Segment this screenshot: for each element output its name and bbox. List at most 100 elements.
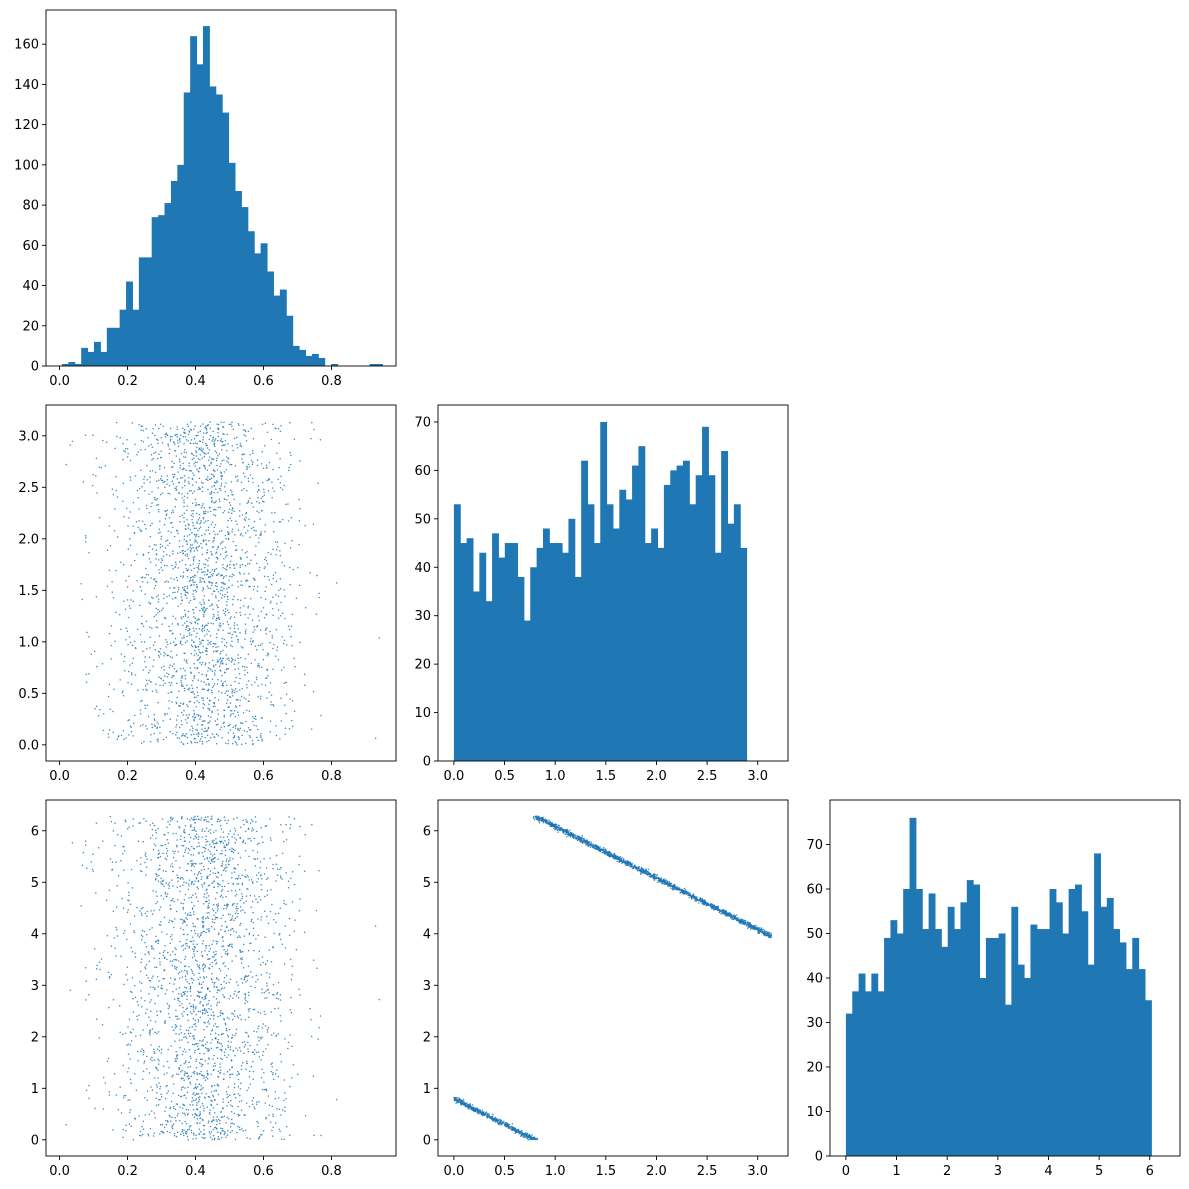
scatter-point (177, 442, 179, 444)
scatter-point (209, 510, 212, 513)
scatter-point (280, 697, 282, 699)
scatter-point (215, 646, 217, 649)
scatter-point (145, 820, 147, 822)
scatter-point (181, 643, 183, 646)
scatter-point (220, 530, 223, 532)
scatter-point (152, 848, 155, 851)
scatter-point (253, 895, 256, 897)
scatter-point (234, 837, 236, 839)
scatter-point (211, 855, 214, 857)
scatter-point (187, 1029, 190, 1032)
scatter-point (136, 628, 139, 631)
scatter-point (169, 522, 172, 524)
scatter-point (172, 615, 174, 618)
scatter-point (276, 991, 279, 994)
scatter-point (158, 572, 161, 574)
scatter-point (256, 664, 259, 667)
scatter-point (175, 489, 177, 491)
scatter-point (239, 951, 242, 953)
scatter-point (163, 1126, 166, 1129)
scatter-point (237, 877, 239, 879)
scatter-point (236, 475, 239, 477)
scatter-point (207, 726, 210, 729)
scatter-point (183, 1074, 186, 1076)
scatter-point (260, 1076, 263, 1079)
scatter-point (232, 449, 235, 452)
scatter-point (201, 920, 204, 923)
scatter-point (230, 661, 233, 663)
scatter-point (200, 733, 203, 735)
scatter-point (170, 816, 172, 818)
scatter-point (206, 820, 208, 823)
scatter-point (246, 467, 248, 469)
scatter-point (252, 934, 255, 937)
scatter-point (111, 869, 113, 871)
scatter-point (174, 953, 177, 956)
scatter-point (241, 687, 244, 690)
scatter-point (309, 1008, 311, 1010)
scatter-point (148, 993, 150, 995)
scatter-point (171, 460, 173, 463)
scatter-point (185, 1029, 188, 1032)
scatter-point (165, 554, 168, 556)
scatter-point (213, 986, 216, 988)
scatter-point (171, 598, 174, 600)
scatter-point (181, 844, 183, 847)
scatter-point (227, 1129, 229, 1132)
scatter-point (186, 991, 189, 993)
scatter-point (196, 632, 198, 634)
scatter-point (200, 817, 203, 819)
scatter-point (123, 1094, 125, 1097)
scatter-point (279, 1130, 281, 1133)
scatter-point (231, 742, 234, 745)
scatter-point (235, 981, 238, 983)
scatter-point (213, 1054, 215, 1057)
scatter-point (172, 832, 174, 835)
scatter-point (261, 1133, 263, 1136)
scatter-point (213, 921, 216, 924)
scatter-point (201, 577, 203, 580)
scatter-point (236, 936, 239, 939)
scatter-point (203, 603, 205, 605)
scatter-point (241, 841, 244, 844)
scatter-point (172, 1029, 175, 1031)
scatter-point (120, 859, 122, 862)
scatter-point (157, 853, 160, 856)
scatter-point (214, 501, 216, 504)
scatter-point (157, 722, 160, 725)
scatter-point (228, 502, 231, 504)
scatter-point (168, 452, 171, 455)
scatter-point (139, 633, 142, 636)
scatter-point (200, 447, 203, 449)
scatter-point (141, 520, 144, 523)
scatter-point (232, 428, 234, 431)
scatter-point (216, 558, 219, 560)
scatter-point (193, 662, 195, 665)
scatter-point (252, 911, 254, 914)
scatter-point (109, 815, 112, 818)
histogram-bar (504, 543, 512, 761)
scatter-point (263, 873, 266, 875)
scatter-point (216, 892, 218, 894)
scatter-point (165, 580, 168, 582)
scatter-point (192, 442, 195, 445)
scatter-point (248, 573, 250, 575)
scatter-point (198, 1062, 201, 1064)
scatter-point (209, 571, 211, 574)
scatter-point (129, 990, 132, 993)
scatter-point (220, 828, 223, 830)
scatter-point (215, 1026, 218, 1028)
scatter-point (130, 564, 132, 566)
scatter-point (120, 734, 123, 737)
scatter-point (230, 555, 233, 558)
scatter-point (188, 469, 191, 472)
scatter-point (196, 468, 198, 471)
scatter-point (200, 481, 203, 484)
scatter-point (161, 479, 164, 482)
histogram-bar (292, 345, 300, 366)
scatter-point (165, 895, 168, 898)
scatter-point (253, 529, 255, 532)
scatter-point (216, 842, 218, 845)
scatter-point (260, 509, 263, 512)
scatter-point (265, 878, 268, 880)
